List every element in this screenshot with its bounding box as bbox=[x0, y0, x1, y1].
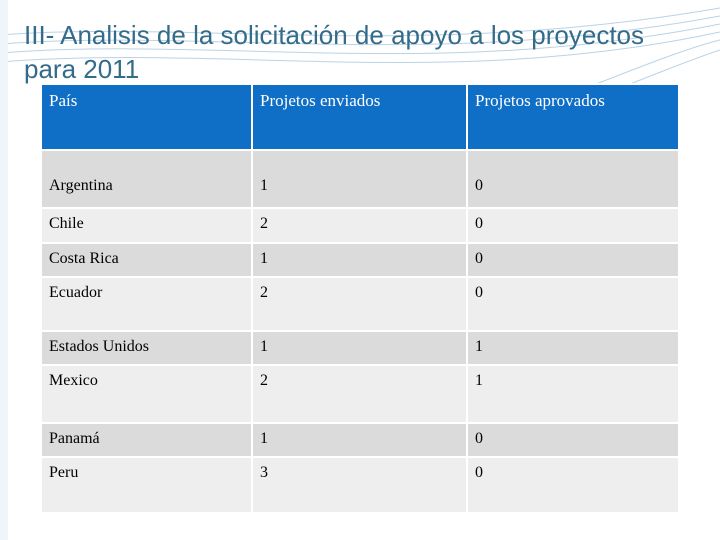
projects-approved-cell: 0 bbox=[466, 207, 680, 244]
projects-sent-cell: 1 bbox=[251, 330, 468, 366]
column-header-projects-sent: Projetos enviados bbox=[251, 83, 468, 151]
projects-sent-cell: 1 bbox=[251, 149, 468, 209]
table-row: Costa Rica 1 0 bbox=[40, 242, 680, 278]
projects-approved-cell: 0 bbox=[466, 242, 680, 278]
country-cell: Panamá bbox=[40, 422, 253, 458]
projects-table-container: País Projetos enviados Projetos aprovado… bbox=[40, 83, 680, 514]
projects-sent-cell: 3 bbox=[251, 456, 468, 514]
table-row: Panamá 1 0 bbox=[40, 422, 680, 458]
table-row: Ecuador 2 0 bbox=[40, 276, 680, 332]
slide-title: III- Analisis de la solicitación de apoy… bbox=[24, 20, 645, 84]
table-row: Chile 2 0 bbox=[40, 207, 680, 244]
projects-approved-cell: 0 bbox=[466, 456, 680, 514]
country-cell: Mexico bbox=[40, 364, 253, 424]
projects-approved-cell: 0 bbox=[466, 422, 680, 458]
projects-sent-cell: 1 bbox=[251, 242, 468, 278]
projects-sent-cell: 2 bbox=[251, 276, 468, 332]
table-row: Peru 3 0 bbox=[40, 456, 680, 514]
country-cell: Estados Unidos bbox=[40, 330, 253, 366]
projects-sent-cell: 2 bbox=[251, 207, 468, 244]
country-cell: Ecuador bbox=[40, 276, 253, 332]
projects-approved-cell: 1 bbox=[466, 364, 680, 424]
country-cell: Peru bbox=[40, 456, 253, 514]
country-cell: Costa Rica bbox=[40, 242, 253, 278]
table-header-row: País Projetos enviados Projetos aprovado… bbox=[40, 83, 680, 151]
country-cell: Argentina bbox=[40, 149, 253, 209]
projects-approved-cell: 0 bbox=[466, 276, 680, 332]
projects-table: País Projetos enviados Projetos aprovado… bbox=[40, 83, 680, 514]
table-row: Mexico 2 1 bbox=[40, 364, 680, 424]
projects-approved-cell: 0 bbox=[466, 149, 680, 209]
projects-sent-cell: 1 bbox=[251, 422, 468, 458]
projects-approved-cell: 1 bbox=[466, 330, 680, 366]
table-row: Argentina 1 0 bbox=[40, 149, 680, 209]
country-cell: Chile bbox=[40, 207, 253, 244]
column-header-country: País bbox=[40, 83, 253, 151]
column-header-projects-approved: Projetos aprovados bbox=[466, 83, 680, 151]
projects-sent-cell: 2 bbox=[251, 364, 468, 424]
table-row: Estados Unidos 1 1 bbox=[40, 330, 680, 366]
